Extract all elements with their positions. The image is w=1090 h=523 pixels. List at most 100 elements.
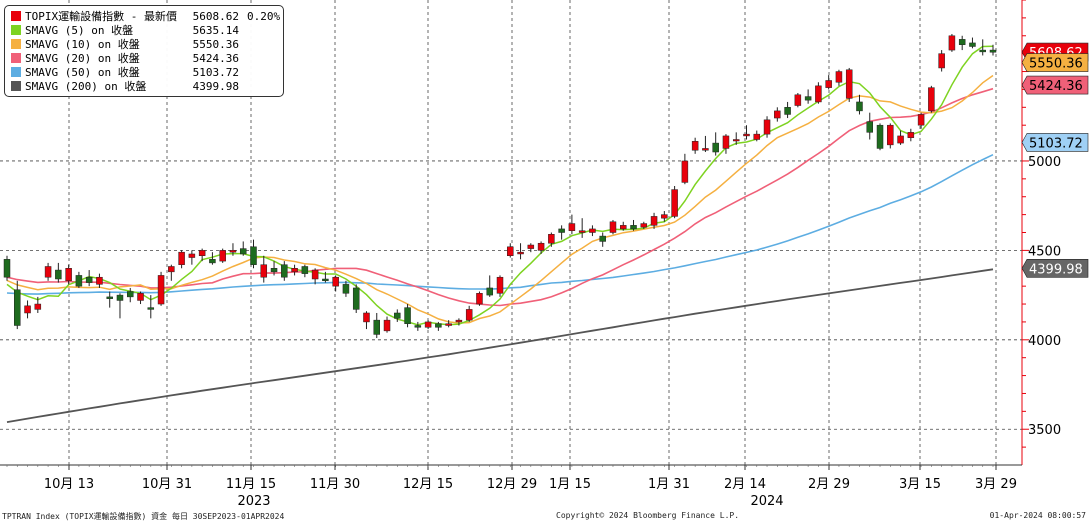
candle-body [784, 107, 791, 115]
candle-body [856, 101, 863, 112]
candle-body [763, 119, 771, 135]
candle-body [55, 269, 62, 280]
x-tick-label: 3月 29 [975, 477, 1017, 492]
legend-entry: SMAVG (5) on 收盤 5635.14 [11, 23, 277, 37]
legend-value: 5103.72 [192, 65, 239, 79]
candle-body [630, 225, 637, 230]
candle-body [917, 114, 925, 126]
candle-body [137, 293, 144, 301]
candle-body [219, 250, 226, 262]
value-tag: 5550.36 [1021, 53, 1089, 72]
legend-entry: TOPIX運輸設備指數 - 最新價 5608.62 0.20% [11, 9, 280, 23]
candle-body [928, 87, 935, 112]
x-tick-label: 10月 13 [44, 477, 94, 492]
candle-body [969, 42, 976, 47]
x-tick-label: 11月 15 [226, 477, 276, 492]
x-tick-label: 2月 29 [808, 477, 850, 492]
y-tick-label: 5000 [1028, 155, 1061, 170]
legend-value: 5424.36 [192, 51, 239, 65]
legend-label: SMAVG (20) on 收盤 [25, 52, 140, 65]
candle-body [958, 39, 966, 45]
candle-body [507, 246, 514, 257]
x-tick-label: 2月 14 [724, 477, 766, 492]
sma-50-line [6, 153, 994, 295]
candle-body [404, 307, 411, 324]
x-tick-label: 12月 29 [487, 477, 537, 492]
legend-swatch [11, 39, 21, 49]
candle-body [373, 319, 380, 335]
candle-body [722, 135, 730, 149]
value-tag-bg [1021, 133, 1089, 152]
legend-swatch [11, 53, 21, 63]
value-tag-label: 5424.36 [1029, 79, 1083, 94]
legend-label: SMAVG (5) on 收盤 [25, 24, 134, 37]
y-tick-label: 4000 [1028, 334, 1061, 349]
legend-swatch [11, 81, 21, 91]
x-tick-label: 1月 31 [648, 477, 690, 492]
value-tag: 5424.36 [1021, 75, 1089, 95]
candle-body [322, 278, 329, 282]
candle-body [116, 294, 124, 301]
candle-body [476, 293, 483, 305]
candle-body [147, 307, 155, 310]
legend-value: 5608.62 [192, 9, 239, 23]
x-tick-label: 10月 31 [142, 477, 192, 492]
candle-body [948, 35, 956, 51]
candle-body [732, 139, 740, 142]
candle-body [558, 228, 565, 233]
candle-body [794, 94, 802, 106]
chart-footer: TPTRAN Index (TOPIX運輸設備指數) 資金 每日 30SEP20… [0, 511, 1090, 523]
candle-body [650, 216, 658, 226]
candle-body [424, 321, 432, 328]
candle-body [106, 296, 113, 299]
x-tick-label: 3月 15 [899, 477, 941, 492]
candle-body [311, 269, 319, 280]
candle-body [835, 71, 843, 83]
candle-body [527, 244, 535, 249]
candle-body [168, 266, 175, 273]
footer-source: TPTRAN Index (TOPIX運輸設備指數) 資金 每日 30SEP20… [2, 512, 285, 521]
candle-body [753, 133, 761, 140]
candle-body [342, 284, 350, 294]
candle-body [34, 303, 42, 310]
legend-label: TOPIX運輸設備指數 - 最新價 [25, 10, 177, 23]
sma-5-line [6, 45, 994, 326]
value-tag-label: 5550.36 [1029, 57, 1083, 72]
candle-body [599, 235, 606, 242]
candle-body [979, 49, 986, 53]
candle-body [250, 246, 257, 265]
candle-body [394, 312, 401, 319]
candle-body [845, 69, 853, 99]
y-tick-label: 4500 [1028, 244, 1061, 259]
legend-entry: SMAVG (50) on 收盤 5103.72 [11, 65, 277, 79]
x-tick-label: 11月 30 [310, 477, 360, 492]
candle-body [3, 259, 11, 278]
sma-200-line [6, 268, 994, 423]
legend-swatch [11, 11, 21, 21]
value-tag-bg [1021, 53, 1089, 72]
candle-body [435, 323, 442, 328]
candle-body [640, 223, 648, 228]
candle-body [876, 124, 884, 149]
candle-body [548, 234, 555, 244]
candle-body [209, 259, 216, 264]
candle-body [661, 214, 668, 219]
candle-body [198, 250, 206, 256]
candlestick-series [3, 33, 997, 339]
candle-body [260, 264, 268, 278]
x-tick-label: 12月 15 [403, 477, 453, 492]
chart-legend: TOPIX運輸設備指數 - 最新價 5608.62 0.20% SMAVG (5) o… [4, 5, 284, 97]
candle-body [14, 289, 21, 326]
value-tag: 4399.98 [1021, 258, 1089, 278]
candle-body [774, 110, 781, 119]
x-tick-label: 1月 15 [549, 477, 591, 492]
candle-body [712, 142, 719, 153]
candle-body [414, 325, 422, 328]
legend-value: 4399.98 [192, 79, 239, 93]
moving-average-lines [6, 45, 994, 423]
candle-body [96, 276, 103, 285]
candle-body [681, 160, 689, 183]
candle-body [609, 221, 617, 233]
